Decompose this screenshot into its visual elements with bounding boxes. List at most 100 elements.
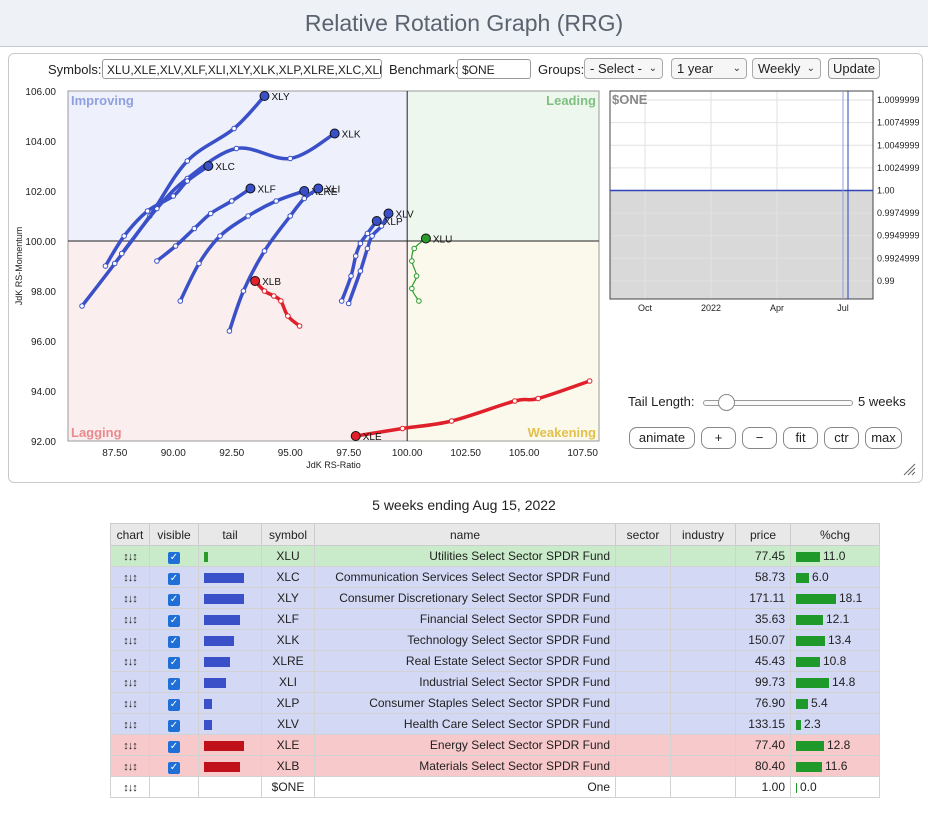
period-select[interactable]: 1 year ⌄: [671, 58, 747, 79]
update-button[interactable]: Update: [828, 58, 880, 79]
chart-cell[interactable]: ↕↓↕: [110, 608, 150, 630]
table-row[interactable]: ↕↓↕ ✓ XLC Communication Services Select Sec…: [110, 566, 880, 588]
visible-cell[interactable]: ✓: [149, 755, 199, 777]
visible-cell[interactable]: ✓: [149, 692, 199, 714]
pct-change-value: 11.0: [823, 549, 846, 563]
x-tick-label: 97.50: [336, 448, 361, 459]
visible-cell[interactable]: ✓: [149, 545, 199, 567]
table-row[interactable]: ↕↓↕ ✓ XLU Utilities Select Sector SPDR Fund…: [110, 545, 880, 567]
visible-cell[interactable]: ✓: [149, 566, 199, 588]
visible-checkbox[interactable]: ✓: [168, 761, 180, 774]
visible-cell[interactable]: ✓: [149, 671, 199, 693]
table-row[interactable]: ↕↓↕ ✓ XLP Consumer Staples Select Sector SP…: [110, 692, 880, 714]
industry-cell: [670, 734, 736, 756]
interval-select[interactable]: Weekly ⌄: [752, 58, 821, 79]
candlestick-chart-icon[interactable]: ↕↓↕: [123, 782, 137, 794]
column-header-name[interactable]: name: [314, 523, 616, 546]
table-row[interactable]: ↕↓↕ ✓ XLI Industrial Select Sector SPDR Fun…: [110, 671, 880, 693]
column-header-visible[interactable]: visible: [149, 523, 199, 546]
chart-cell[interactable]: ↕↓↕: [110, 566, 150, 588]
visible-checkbox[interactable]: ✓: [168, 698, 180, 711]
visible-checkbox[interactable]: ✓: [168, 614, 180, 627]
benchmark-input[interactable]: $ONE: [457, 59, 531, 79]
animate-button[interactable]: animate: [629, 427, 695, 449]
column-header-symbol[interactable]: symbol: [261, 523, 315, 546]
column-header-sector[interactable]: sector: [615, 523, 671, 546]
zoom-out-button[interactable]: −: [742, 427, 777, 449]
chart-cell[interactable]: ↕↓↕: [110, 755, 150, 777]
series-label-xlc: XLC: [215, 162, 234, 173]
visible-checkbox[interactable]: ✓: [168, 572, 180, 585]
visible-cell[interactable]: ✓: [149, 713, 199, 735]
table-row[interactable]: ↕↓↕ ✓ XLY Consumer Discretionary Select Sec…: [110, 587, 880, 609]
candlestick-chart-icon[interactable]: ↕↓↕: [123, 656, 137, 668]
chevron-down-icon: ⌄: [806, 63, 815, 74]
visible-cell[interactable]: ✓: [149, 608, 199, 630]
table-row[interactable]: ↕↓↕ ✓ XLK Technology Select Sector SPDR Fun…: [110, 629, 880, 651]
chart-cell[interactable]: ↕↓↕: [110, 713, 150, 735]
column-header-chart[interactable]: chart: [110, 523, 150, 546]
tail-point-xli: [226, 328, 233, 334]
tail-point-xlf: [207, 210, 214, 217]
visible-checkbox[interactable]: ✓: [168, 677, 180, 690]
visible-cell[interactable]: ✓: [149, 629, 199, 651]
visible-checkbox[interactable]: ✓: [168, 593, 180, 606]
symbol-cell: XLB: [261, 755, 315, 777]
visible-cell[interactable]: [149, 776, 199, 798]
column-header-pctchg[interactable]: %chg: [790, 523, 880, 546]
visible-checkbox[interactable]: ✓: [168, 551, 180, 564]
max-button[interactable]: max: [865, 427, 902, 449]
tail-length-slider[interactable]: [703, 394, 853, 411]
table-row[interactable]: ↕↓↕ ✓ XLV Health Care Select Sector SPDR Fu…: [110, 713, 880, 735]
symbols-input[interactable]: XLU,XLE,XLV,XLF,XLI,XLY,XLK,XLP,XLRE,XLC…: [102, 59, 382, 79]
price-cell: 77.40: [735, 734, 791, 756]
resize-handle-icon[interactable]: [902, 462, 916, 476]
visible-checkbox[interactable]: ✓: [168, 740, 180, 753]
chart-cell[interactable]: ↕↓↕: [110, 545, 150, 567]
tail-point-xlp: [357, 240, 364, 247]
chart-cell[interactable]: ↕↓↕: [110, 692, 150, 714]
visible-checkbox[interactable]: ✓: [168, 656, 180, 669]
candlestick-chart-icon[interactable]: ↕↓↕: [123, 719, 137, 731]
table-row[interactable]: ↕↓↕ ✓ XLRE Real Estate Select Sector SPDR F…: [110, 650, 880, 672]
candlestick-chart-icon[interactable]: ↕↓↕: [123, 635, 137, 647]
visible-cell[interactable]: ✓: [149, 734, 199, 756]
candlestick-chart-icon[interactable]: ↕↓↕: [123, 593, 137, 605]
table-row[interactable]: ↕↓↕ ✓ XLB Materials Select Sector SPDR Fund…: [110, 755, 880, 777]
tail-length-handle[interactable]: [718, 394, 735, 411]
visible-cell[interactable]: ✓: [149, 650, 199, 672]
tail-point-xlv: [357, 268, 364, 274]
symbol-cell: XLU: [261, 545, 315, 567]
fit-button[interactable]: fit: [783, 427, 818, 449]
table-row[interactable]: ↕↓↕ ✓ XLF Financial Select Sector SPDR Fund…: [110, 608, 880, 630]
zoom-in-button[interactable]: +: [701, 427, 736, 449]
rrg-chart[interactable]: Improving Leading Lagging Weakening 87.50 90.…: [9, 54, 609, 482]
groups-select[interactable]: - Select - ⌄: [584, 58, 663, 79]
candlestick-chart-icon[interactable]: ↕↓↕: [123, 740, 137, 752]
chart-cell[interactable]: ↕↓↕: [110, 629, 150, 651]
candlestick-chart-icon[interactable]: ↕↓↕: [123, 551, 137, 563]
column-header-tail[interactable]: tail: [198, 523, 262, 546]
chart-cell[interactable]: ↕↓↕: [110, 671, 150, 693]
industry-cell: [670, 566, 736, 588]
center-button[interactable]: ctr: [824, 427, 859, 449]
table-row[interactable]: ↕↓↕ $ONE One 1.00 0.0: [110, 776, 880, 798]
candlestick-chart-icon[interactable]: ↕↓↕: [123, 614, 137, 626]
candlestick-chart-icon[interactable]: ↕↓↕: [123, 698, 137, 710]
chart-cell[interactable]: ↕↓↕: [110, 650, 150, 672]
candlestick-chart-icon[interactable]: ↕↓↕: [123, 677, 137, 689]
column-header-industry[interactable]: industry: [670, 523, 736, 546]
chart-cell[interactable]: ↕↓↕: [110, 587, 150, 609]
visible-checkbox[interactable]: ✓: [168, 635, 180, 648]
column-header-price[interactable]: price: [735, 523, 791, 546]
head-point-xlf: [245, 183, 256, 194]
candlestick-chart-icon[interactable]: ↕↓↕: [123, 761, 137, 773]
table-row[interactable]: ↕↓↕ ✓ XLE Energy Select Sector SPDR Fund 77.…: [110, 734, 880, 756]
chart-cell[interactable]: ↕↓↕: [110, 776, 150, 798]
visible-cell[interactable]: ✓: [149, 587, 199, 609]
series-label-xlb: XLB: [262, 277, 281, 288]
tail-point-xlf: [154, 258, 160, 264]
candlestick-chart-icon[interactable]: ↕↓↕: [123, 572, 137, 584]
chart-cell[interactable]: ↕↓↕: [110, 734, 150, 756]
visible-checkbox[interactable]: ✓: [168, 719, 180, 732]
